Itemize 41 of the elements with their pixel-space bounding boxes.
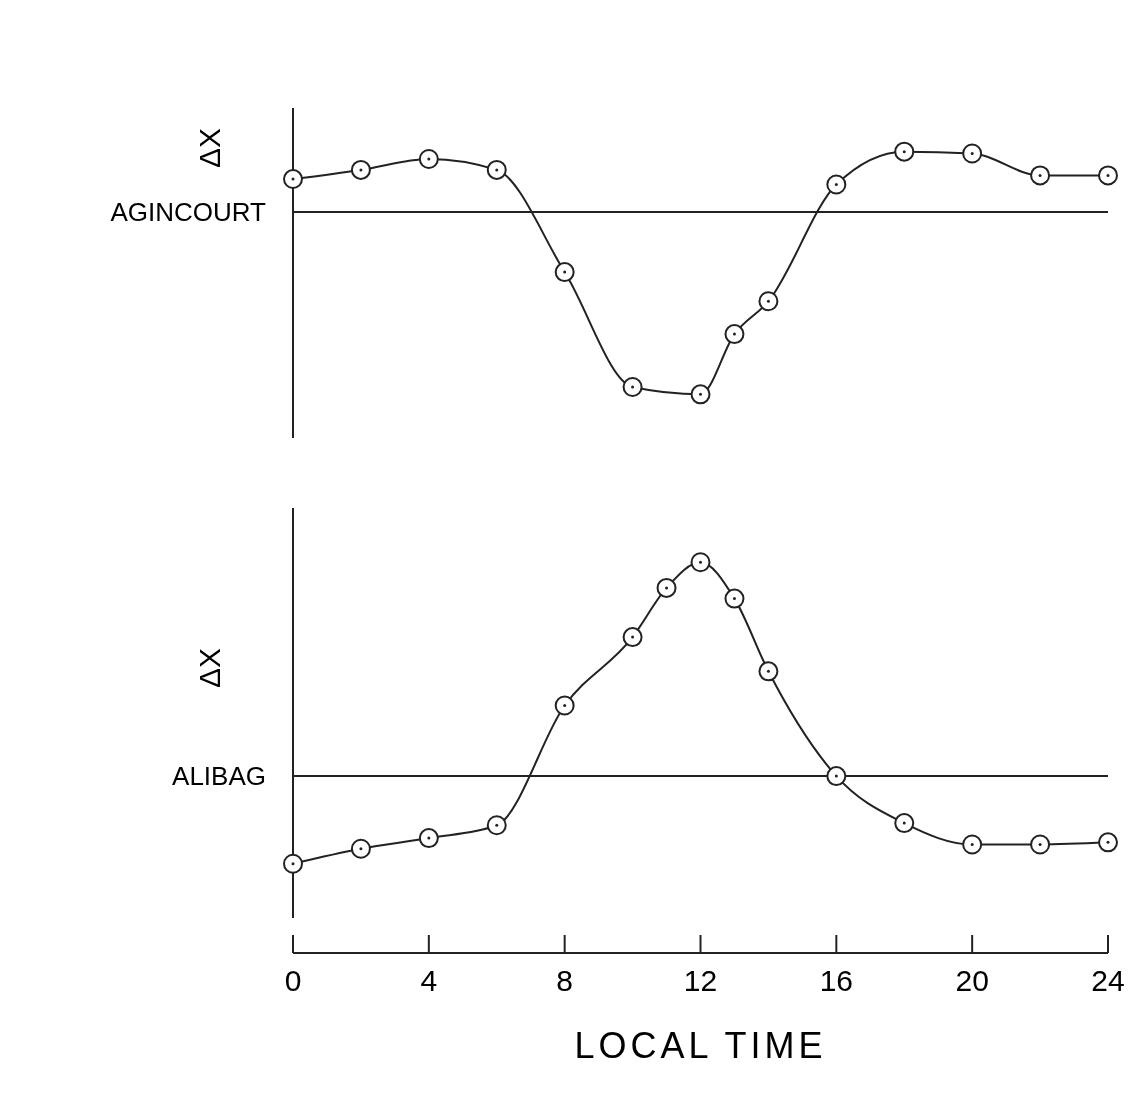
x-tick-label: 12 (683, 964, 718, 997)
point (283, 169, 303, 190)
point (486, 159, 507, 180)
x-tick-label: 20 (955, 964, 989, 997)
point (622, 377, 643, 398)
point (350, 838, 371, 859)
point (1098, 832, 1118, 853)
x-tick-label: 24 (1091, 964, 1125, 997)
x-tick-label: 16 (819, 964, 854, 997)
point (826, 174, 847, 195)
point (758, 291, 779, 312)
point (724, 324, 745, 345)
point (962, 834, 983, 855)
point (894, 141, 915, 162)
point (826, 766, 847, 787)
point (1030, 165, 1051, 186)
point (758, 661, 779, 682)
x-tick-label: 4 (420, 964, 438, 997)
point (724, 588, 745, 609)
point (350, 159, 371, 180)
y-axis-title: ΔX (193, 127, 226, 169)
text: AGINCOURT (110, 196, 267, 227)
point (554, 262, 575, 283)
point (418, 828, 439, 849)
point (1030, 834, 1051, 855)
point (1098, 165, 1118, 186)
point (283, 853, 303, 874)
point (486, 815, 507, 836)
point (962, 143, 983, 164)
point (622, 627, 643, 648)
point (894, 813, 915, 834)
point (690, 384, 711, 405)
text: ALIBAG (172, 761, 266, 792)
point (418, 148, 439, 169)
point (554, 695, 575, 716)
x-tick-label: 8 (556, 964, 574, 997)
point (690, 552, 711, 573)
x-tick-label: 0 (284, 964, 302, 997)
x-axis-title: LOCAL TIME (574, 1025, 827, 1066)
y-axis-title: ΔX (193, 647, 226, 689)
point (656, 577, 677, 598)
